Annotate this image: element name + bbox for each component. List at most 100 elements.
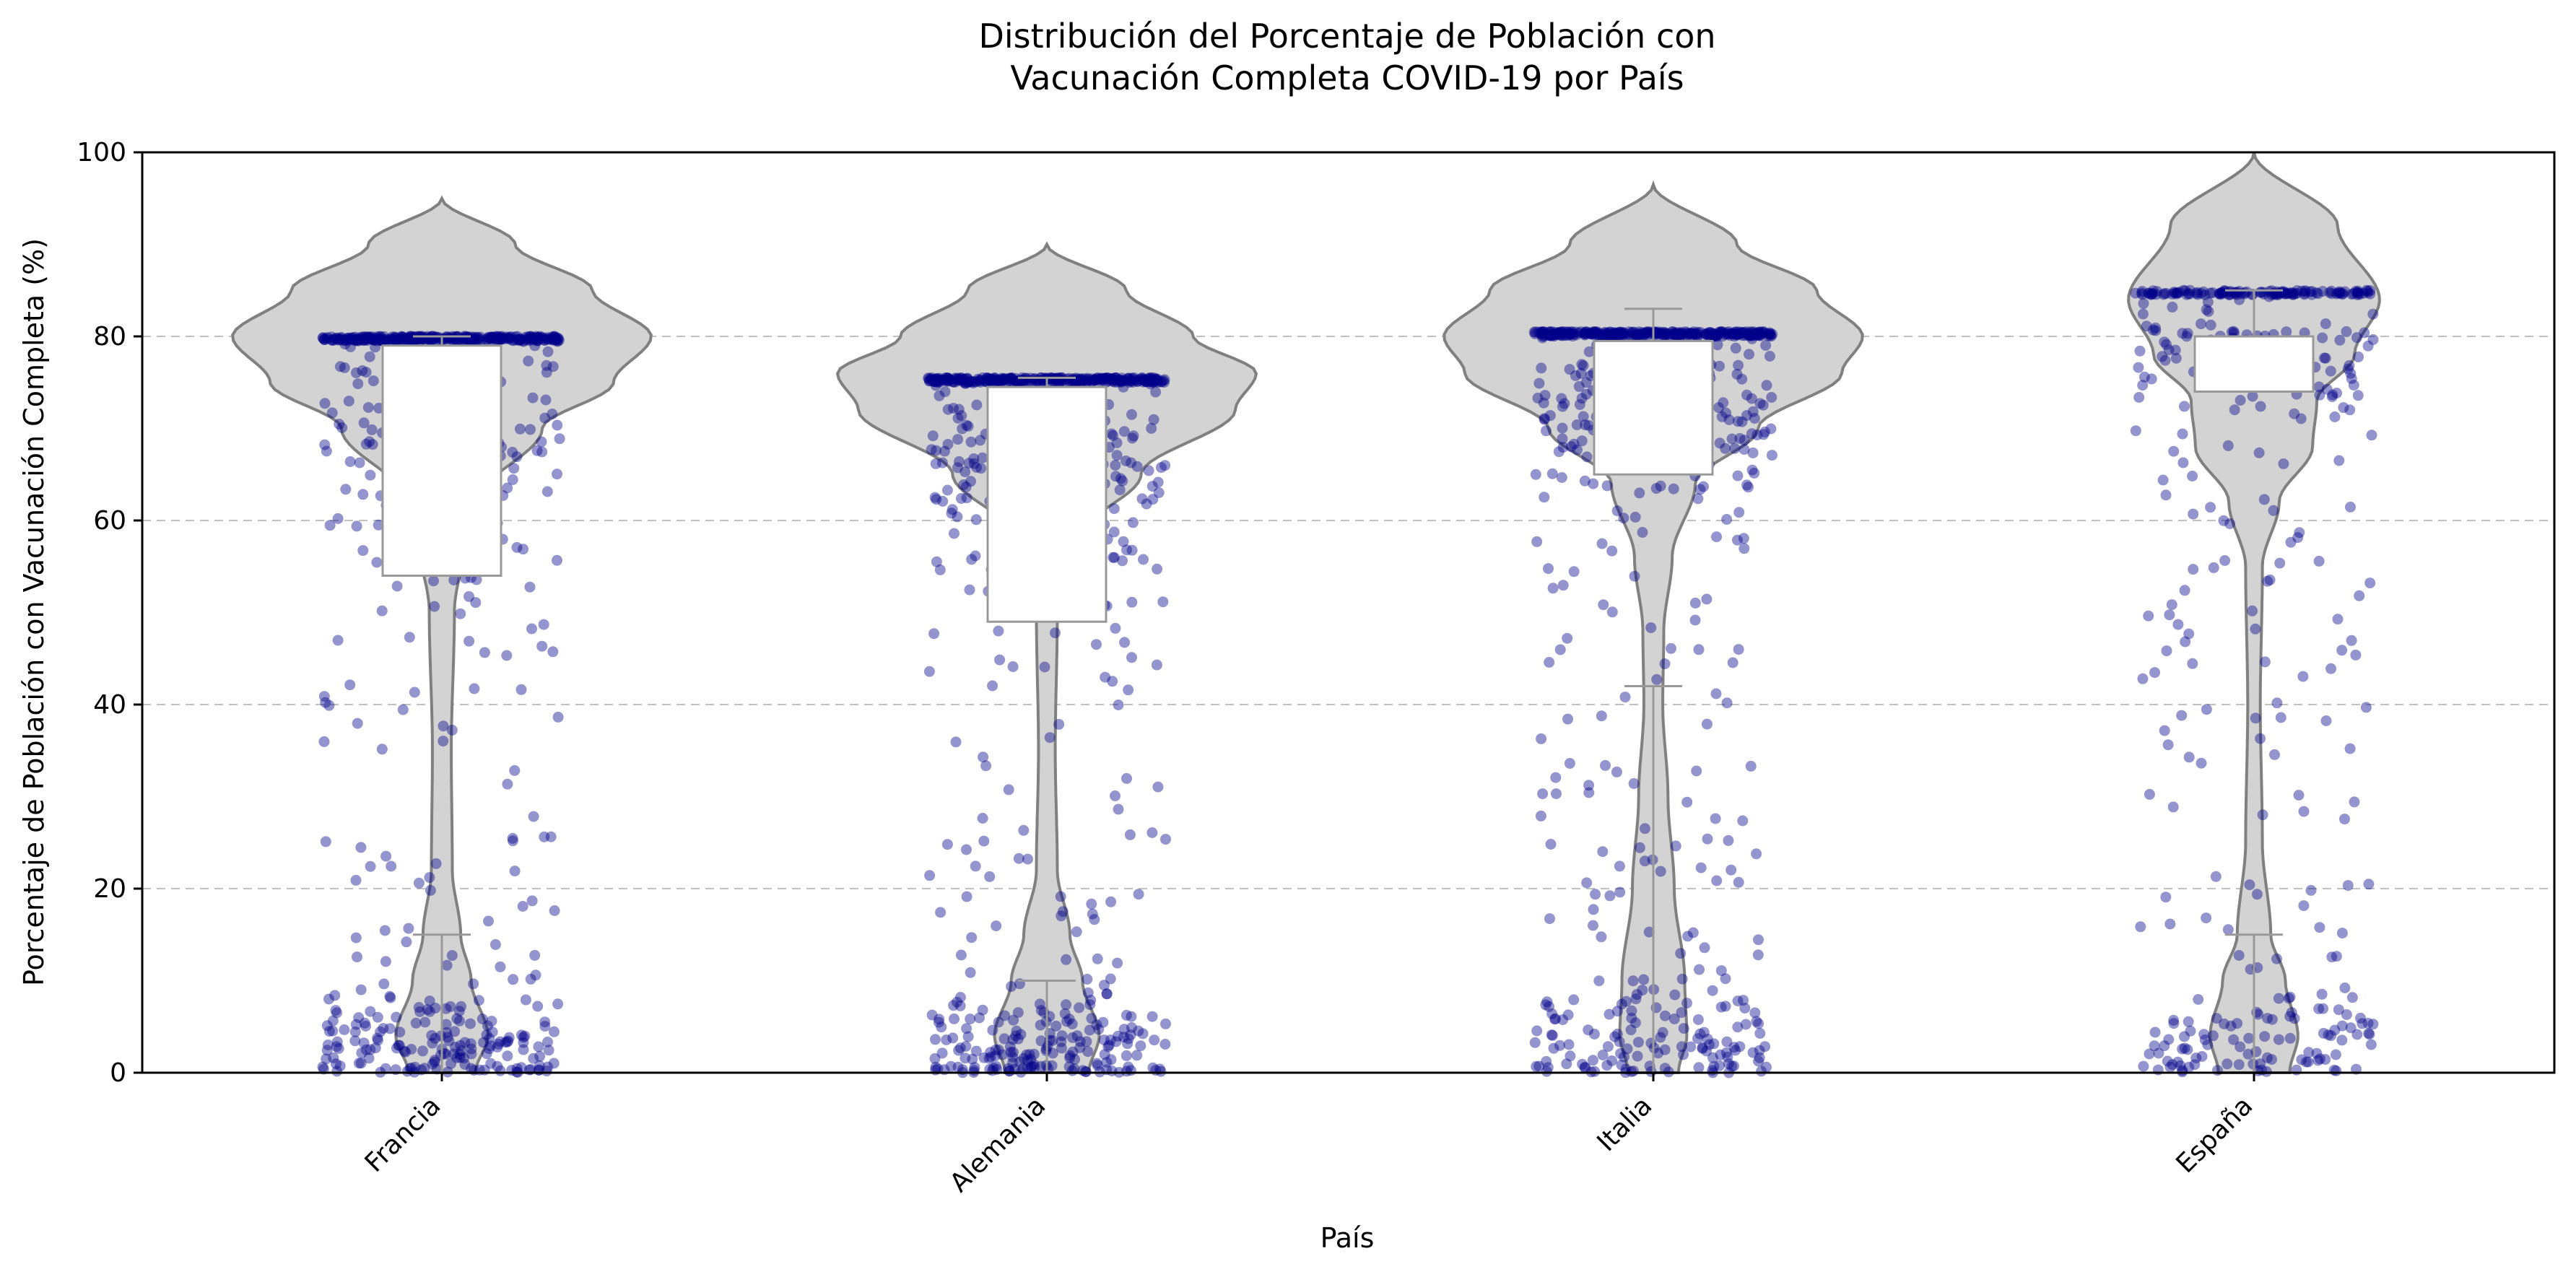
data-point — [2297, 671, 2309, 682]
data-point — [533, 332, 544, 344]
data-point — [404, 1063, 416, 1074]
data-point — [2190, 1052, 2202, 1064]
data-point — [1707, 331, 1719, 342]
data-point — [1669, 327, 1681, 339]
data-point — [1565, 1050, 1576, 1062]
data-point — [991, 920, 1002, 932]
data-point — [1091, 1019, 1102, 1031]
box-body — [986, 385, 1108, 623]
data-point — [393, 335, 404, 347]
data-point — [960, 466, 971, 478]
data-point — [1028, 1048, 1040, 1060]
data-point — [1732, 328, 1743, 340]
data-point — [2222, 440, 2234, 451]
data-point — [1707, 328, 1719, 339]
data-point — [1092, 1060, 1103, 1071]
data-point — [343, 396, 354, 407]
data-point — [1643, 326, 1655, 338]
data-point — [331, 1058, 341, 1070]
data-point — [1675, 328, 1687, 339]
data-point — [1745, 326, 1757, 338]
data-point — [406, 1062, 417, 1073]
data-point — [341, 333, 352, 344]
data-point — [1539, 326, 1550, 338]
data-point — [427, 1037, 438, 1049]
data-point — [455, 608, 466, 619]
data-point — [464, 1018, 476, 1029]
data-point — [2278, 458, 2289, 469]
data-point — [1078, 375, 1089, 386]
data-point — [967, 378, 979, 389]
data-point — [356, 331, 367, 343]
data-point — [1702, 328, 1713, 340]
data-point — [2289, 1013, 2300, 1024]
data-point — [360, 367, 372, 378]
data-point — [1063, 376, 1075, 388]
data-point — [1544, 326, 1556, 338]
data-point — [1692, 328, 1703, 339]
data-point — [2130, 425, 2141, 437]
data-point — [536, 640, 548, 652]
data-point — [406, 1044, 417, 1055]
data-point — [1720, 407, 1731, 419]
data-point — [2214, 289, 2226, 300]
data-point — [2161, 288, 2172, 299]
data-point — [1598, 331, 1609, 342]
data-point — [1106, 1065, 1118, 1076]
data-point — [2159, 354, 2171, 366]
data-point — [1141, 375, 1152, 387]
data-point — [2336, 645, 2348, 656]
data-point — [1597, 846, 1609, 858]
data-point — [1138, 374, 1149, 385]
data-point — [1730, 326, 1741, 338]
data-point — [1061, 373, 1073, 385]
data-point — [380, 334, 392, 346]
data-point — [1669, 328, 1681, 340]
data-point — [502, 1035, 514, 1047]
data-point — [2253, 447, 2265, 458]
data-point — [1692, 331, 1703, 342]
data-point — [1539, 492, 1550, 503]
data-point — [1557, 422, 1568, 434]
data-point — [381, 335, 393, 347]
data-point — [527, 392, 539, 404]
data-point — [1116, 375, 1127, 386]
data-point — [1585, 328, 1597, 339]
data-point — [1122, 372, 1133, 384]
data-point — [527, 332, 539, 344]
data-point — [1123, 372, 1134, 384]
data-point — [1697, 481, 1709, 492]
data-point — [490, 331, 502, 342]
data-point — [1551, 328, 1562, 340]
data-point — [945, 1060, 957, 1072]
data-point — [2190, 287, 2202, 299]
data-point — [419, 1016, 431, 1028]
data-point — [934, 376, 946, 388]
data-point — [935, 907, 947, 918]
data-point — [1716, 411, 1728, 422]
data-point — [1611, 327, 1622, 339]
data-point — [533, 1041, 544, 1052]
data-point — [502, 1050, 513, 1062]
data-point — [390, 332, 401, 344]
data-point — [1536, 326, 1548, 338]
data-point — [1645, 622, 1657, 634]
data-point — [321, 445, 332, 457]
data-point — [2273, 1034, 2284, 1045]
data-point — [1135, 1040, 1146, 1052]
data-point — [1021, 1049, 1032, 1060]
data-point — [939, 375, 950, 386]
data-point — [1531, 1060, 1542, 1072]
data-point — [425, 335, 437, 347]
data-point — [326, 334, 338, 346]
data-point — [517, 901, 528, 912]
data-point — [1568, 994, 1580, 1006]
data-point — [2225, 1020, 2237, 1032]
data-point — [328, 335, 339, 346]
data-point — [1111, 437, 1123, 448]
data-point — [1752, 949, 1764, 961]
data-point — [407, 332, 419, 344]
data-point — [1118, 1032, 1130, 1043]
data-point — [2185, 1025, 2196, 1037]
data-point — [960, 481, 972, 493]
